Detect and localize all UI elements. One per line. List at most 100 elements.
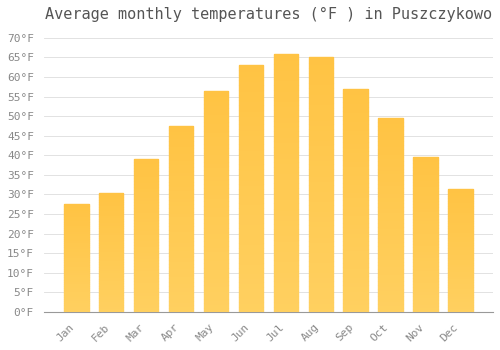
Bar [448,258,472,260]
Bar [448,262,472,265]
Bar [414,163,438,167]
Bar [274,209,298,214]
Bar [64,247,88,250]
Bar [344,250,368,254]
Bar [308,103,333,108]
Bar [274,183,298,188]
Bar [238,144,263,149]
Bar [204,263,228,268]
Bar [378,250,403,254]
Bar [204,210,228,215]
Bar [274,64,298,69]
Bar [308,93,333,98]
Bar [274,157,298,162]
Bar [448,304,472,307]
Bar [308,83,333,88]
Bar [169,186,194,189]
Bar [274,131,298,136]
Bar [274,95,298,100]
Bar [414,216,438,219]
Bar [134,294,158,297]
Bar [99,197,124,200]
Bar [414,173,438,176]
Bar [204,276,228,281]
Bar [308,113,333,119]
Bar [448,194,472,196]
Bar [134,287,158,290]
Bar [378,277,403,281]
Bar [204,91,228,312]
Bar [204,148,228,153]
Bar [99,219,124,221]
Bar [308,297,333,302]
Bar [308,251,333,256]
Bar [169,148,194,152]
Bar [99,193,124,195]
Bar [378,118,403,312]
Bar [64,241,88,243]
Bar [344,142,368,147]
Bar [448,218,472,221]
Bar [134,242,158,245]
Bar [344,290,368,294]
Bar [378,192,403,196]
Bar [414,281,438,284]
Bar [169,297,194,301]
Bar [378,164,403,169]
Bar [204,153,228,157]
Bar [99,216,124,219]
Bar [448,267,472,270]
Bar [448,208,472,211]
Bar [448,282,472,285]
Bar [204,139,228,144]
Bar [378,196,403,199]
Bar [274,105,298,110]
Bar [414,290,438,293]
Bar [204,241,228,246]
Bar [99,295,124,298]
Bar [238,198,263,203]
Bar [448,265,472,267]
Bar [238,125,263,130]
Bar [169,133,194,137]
Bar [99,250,124,252]
Bar [238,203,263,208]
Bar [448,236,472,238]
Bar [204,285,228,290]
Bar [344,178,368,182]
Bar [64,226,88,228]
Bar [134,159,158,312]
Bar [344,164,368,169]
Bar [134,300,158,303]
Bar [274,265,298,271]
Bar [274,116,298,121]
Bar [238,228,263,233]
Bar [204,223,228,228]
Bar [344,182,368,187]
Bar [99,243,124,245]
Bar [238,169,263,174]
Bar [134,239,158,242]
Bar [169,290,194,293]
Bar [99,233,124,236]
Title: Average monthly temperatures (°F ) in Puszczykowo: Average monthly temperatures (°F ) in Pu… [45,7,492,22]
Bar [414,247,438,250]
Bar [448,273,472,275]
Bar [344,299,368,303]
Bar [274,126,298,131]
Bar [204,215,228,219]
Bar [99,264,124,267]
Bar [99,204,124,207]
Bar [204,104,228,108]
Bar [274,136,298,141]
Bar [99,259,124,262]
Bar [99,247,124,250]
Bar [64,230,88,232]
Bar [169,234,194,238]
Bar [64,219,88,222]
Bar [448,223,472,226]
Bar [204,303,228,308]
Bar [344,191,368,196]
Bar [204,126,228,131]
Bar [448,290,472,292]
